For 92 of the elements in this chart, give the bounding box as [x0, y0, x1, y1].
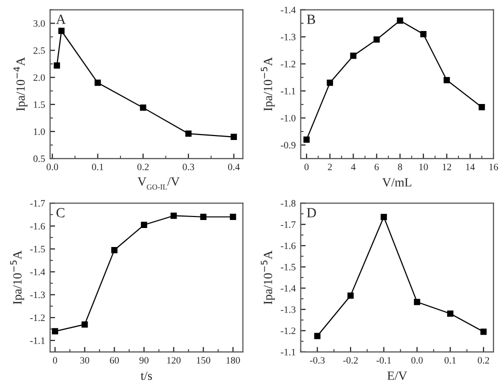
point	[52, 328, 58, 334]
x-tick-label: 180	[226, 357, 240, 364]
x-tick-label: 30	[80, 357, 90, 364]
x-axis-title: t/s	[140, 372, 152, 380]
y-axis-title: Ipa/10$^{−5}$A	[260, 250, 275, 304]
point	[54, 62, 60, 69]
y-axis-title: Ipa/10$^{−5}$A	[10, 250, 24, 304]
x-tick-label: 0	[52, 357, 58, 364]
x-tick-label: 0.2	[478, 357, 490, 364]
y-axis-title: Ipa/10$^{−4}$A	[14, 57, 28, 111]
x-tick-label: 0.0	[46, 164, 58, 170]
x-tick-label: 0	[304, 164, 309, 170]
point	[200, 214, 206, 220]
point	[140, 222, 148, 228]
y-tick-label: -1.1	[280, 88, 296, 94]
y-tick-label: -1.5	[30, 246, 45, 252]
point	[420, 30, 427, 38]
point	[185, 130, 192, 137]
y-tick-label: -1.3	[30, 292, 45, 298]
point	[350, 52, 356, 59]
point	[480, 328, 487, 335]
x-tick-label: 0.1	[444, 357, 456, 364]
y-tick-label: -1.4	[30, 268, 46, 276]
x-tick-label: 14	[466, 164, 475, 170]
y-tick-label: 1.5	[34, 101, 45, 108]
point	[82, 321, 88, 328]
x-tick-label: 2	[328, 164, 332, 170]
y-tick-label: -1.5	[280, 264, 296, 270]
y-tick-label: -1.1	[280, 348, 296, 356]
annotation: A	[56, 14, 66, 24]
y-tick-label: -1.4	[280, 285, 296, 292]
y-tick-label: 1.0	[34, 128, 45, 135]
x-tick-label: 0.1	[92, 164, 104, 170]
x-tick-label: 150	[196, 357, 210, 364]
x-tick-label: 0.2	[137, 164, 149, 170]
point	[374, 36, 380, 43]
point	[140, 104, 146, 111]
y-tick-label: 2.0	[34, 74, 45, 81]
annotation: C	[56, 208, 64, 218]
point	[170, 212, 177, 219]
point	[396, 17, 404, 24]
x-tick-label: 60	[110, 357, 119, 364]
y-tick-label: -1.2	[280, 60, 296, 68]
x-tick-label: 4	[351, 164, 356, 170]
y-tick-label: -1.7	[30, 200, 45, 207]
point	[111, 246, 118, 254]
point	[326, 80, 334, 86]
x-tick-label: 90	[139, 357, 149, 364]
y-tick-label: 3.0	[34, 20, 45, 27]
y-tick-label: -1.6	[280, 242, 296, 250]
point	[478, 104, 485, 110]
y-tick-label: 0.5	[33, 155, 45, 162]
point	[444, 76, 450, 84]
y-tick-label: -1.2	[280, 328, 296, 334]
y-axis-title: Ipa/10$^{−5}$A	[260, 57, 275, 111]
x-axis-title: V/mL	[382, 178, 412, 187]
annotation: B	[306, 14, 316, 24]
y-tick-label: -1.7	[280, 221, 296, 228]
y-tick-label: -1.3	[280, 306, 296, 313]
x-tick-label: -0.1	[376, 357, 391, 364]
y-tick-label: -1.1	[30, 337, 45, 344]
x-tick-label: 0.0	[411, 357, 423, 364]
y-tick-label: 2.5	[34, 47, 45, 54]
point	[58, 28, 65, 34]
point	[230, 214, 236, 220]
annotation: D	[306, 208, 316, 218]
point	[447, 310, 454, 317]
x-tick-label: 0.3	[182, 164, 194, 170]
x-axis-title: E/V	[387, 372, 408, 380]
point	[347, 292, 354, 299]
x-tick-label: 120	[167, 357, 181, 364]
y-tick-label: -1.0	[280, 114, 296, 122]
x-tick-label: 10	[419, 164, 428, 170]
x-tick-label: 0.4	[228, 164, 240, 170]
y-tick-label: -1.6	[30, 222, 45, 230]
y-tick-label: -1.8	[280, 200, 296, 207]
point	[380, 214, 387, 220]
point	[414, 298, 420, 306]
x-tick-label: -0.3	[310, 357, 325, 364]
point	[314, 332, 320, 340]
x-tick-label: 6	[374, 164, 379, 170]
point	[94, 80, 101, 86]
point	[303, 136, 310, 143]
x-tick-label: 16	[489, 164, 498, 170]
x-tick-label: -0.2	[343, 357, 358, 364]
y-tick-label: -1.3	[280, 34, 296, 40]
y-tick-label: -0.9	[280, 142, 296, 149]
y-tick-label: -1.4	[280, 6, 296, 14]
point	[230, 134, 237, 140]
x-tick-label: 12	[442, 164, 452, 170]
x-tick-label: 8	[398, 164, 402, 170]
y-tick-label: -1.2	[30, 314, 45, 322]
